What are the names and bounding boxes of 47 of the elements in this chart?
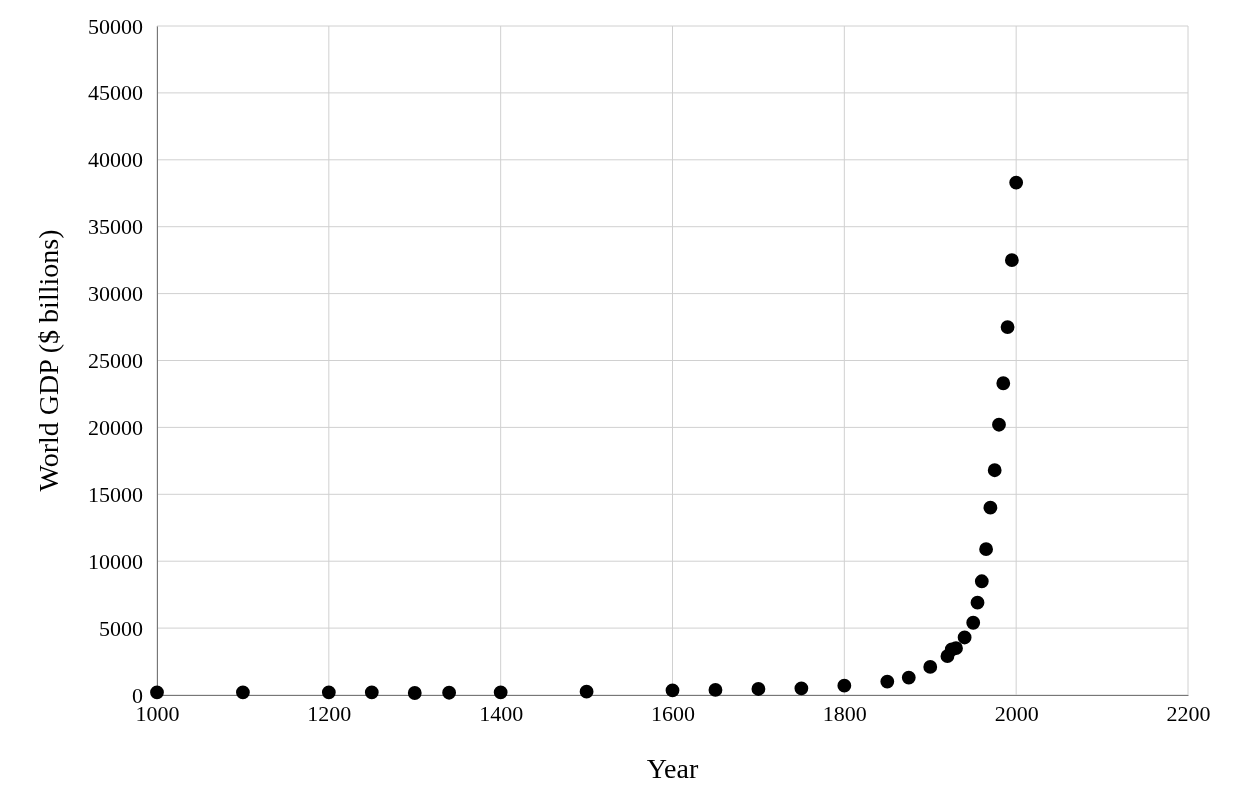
y-tick-label: 15000 (88, 481, 143, 507)
point (321, 685, 336, 700)
point (442, 685, 457, 700)
point (751, 682, 766, 696)
point (987, 463, 1002, 478)
point (966, 615, 981, 630)
point (407, 686, 422, 700)
point (979, 542, 994, 557)
y-tick-label: 40000 (88, 147, 143, 173)
point (949, 641, 963, 656)
point (837, 678, 852, 693)
y-tick-label: 25000 (88, 348, 143, 374)
point (1000, 320, 1015, 334)
point (901, 670, 916, 685)
x-tick-label: 2200 (1166, 700, 1211, 726)
point (493, 685, 508, 700)
x-tick-label: 1800 (822, 700, 867, 726)
x-axis-title: Year (646, 753, 699, 784)
y-tick-label: 5000 (99, 615, 143, 641)
point (983, 500, 998, 515)
point (236, 685, 250, 700)
point (974, 574, 989, 589)
y-tick-label: 45000 (88, 80, 143, 106)
point (708, 683, 723, 697)
point (794, 681, 809, 696)
y-tick-label: 20000 (88, 414, 143, 440)
y-axis-title: World GDP ($ billions) (33, 229, 64, 492)
point (957, 630, 972, 645)
x-tick-label: 1600 (651, 700, 695, 726)
point (880, 674, 895, 689)
point (665, 683, 680, 698)
x-tick-label: 2000 (994, 700, 1039, 726)
point (364, 685, 379, 700)
y-tick-label: 50000 (88, 13, 143, 39)
point (996, 376, 1011, 391)
x-tick-label: 1200 (307, 700, 352, 726)
point (992, 417, 1006, 432)
point (1004, 253, 1019, 268)
point (150, 685, 164, 700)
point (923, 660, 938, 674)
y-tick-label: 35000 (88, 214, 143, 240)
y-tick-label: 30000 (88, 281, 143, 307)
x-tick-label: 1400 (479, 700, 524, 726)
point (1009, 175, 1024, 190)
point (579, 684, 594, 699)
y-tick-label: 10000 (88, 548, 143, 574)
point (970, 595, 985, 610)
